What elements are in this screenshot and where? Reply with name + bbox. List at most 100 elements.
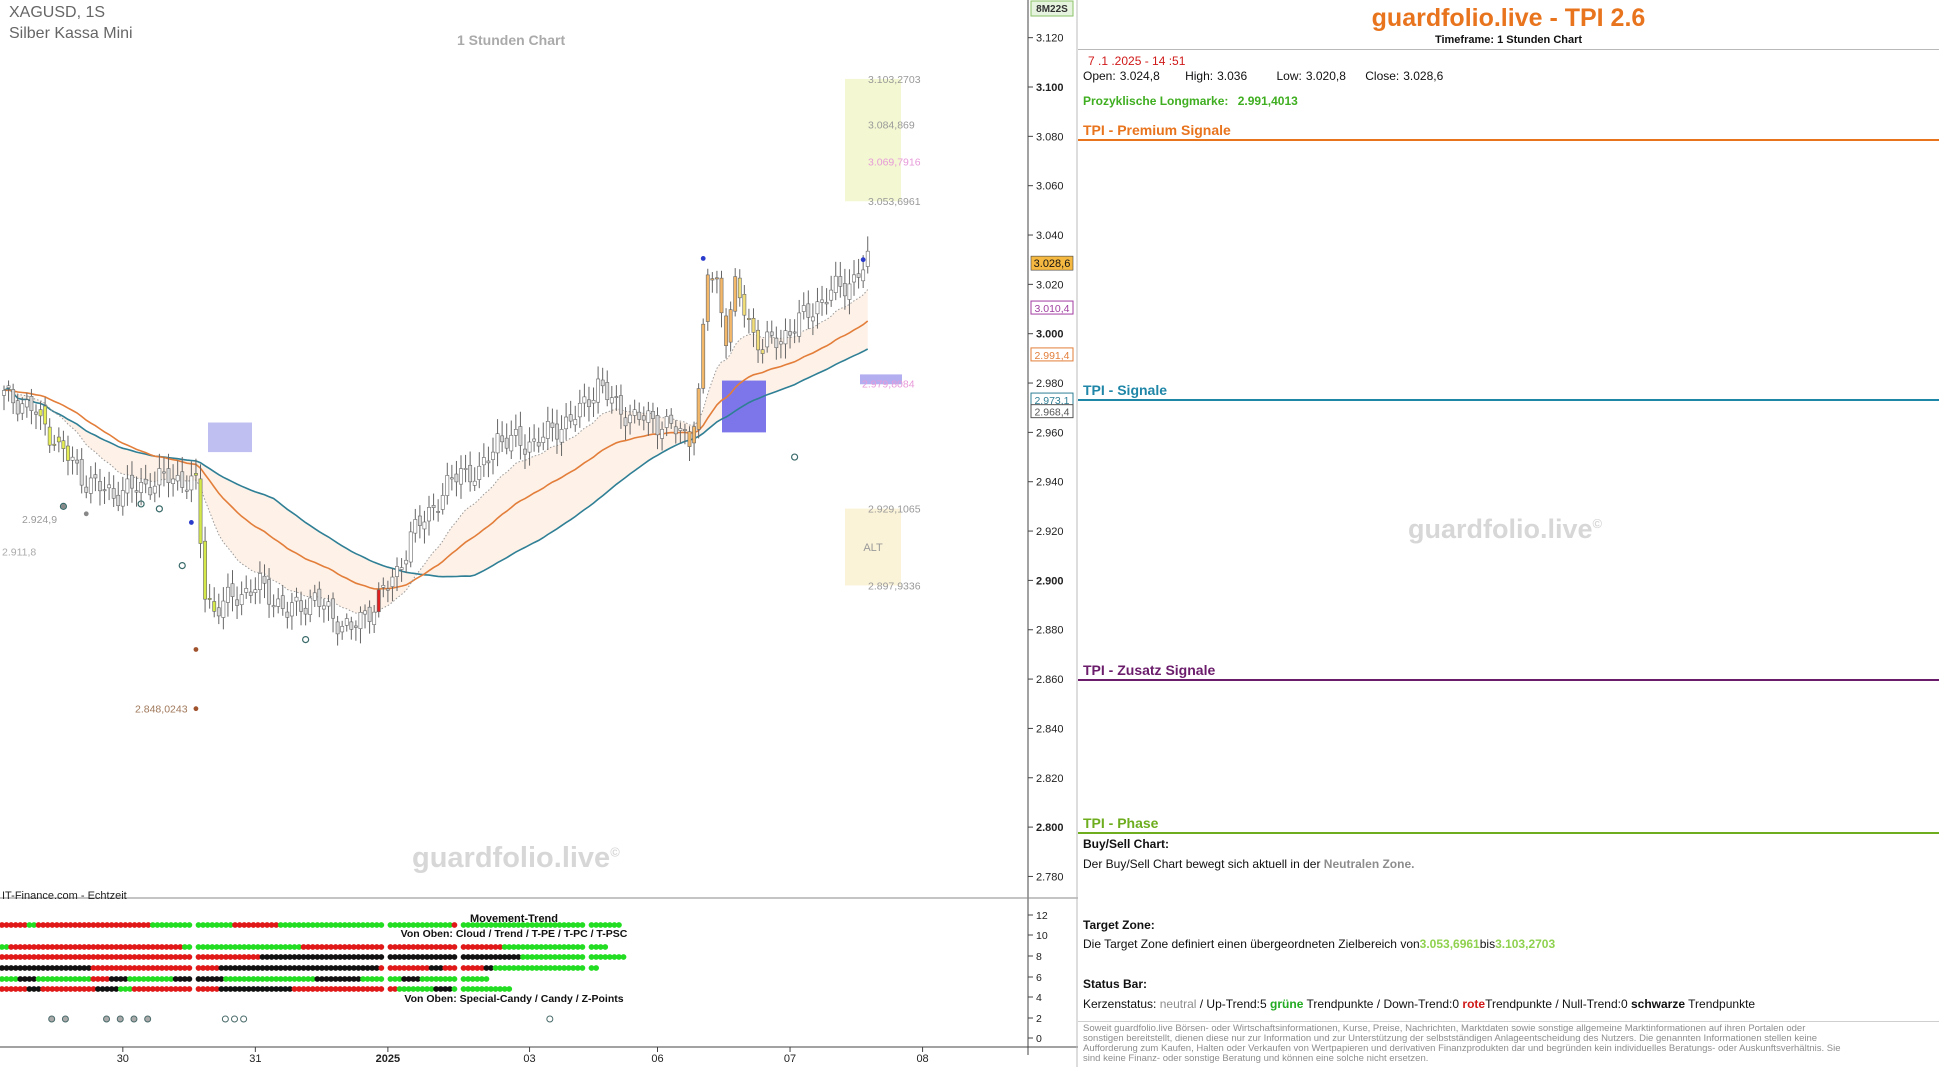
trend-dot (469, 922, 476, 928)
trend-dot (451, 922, 458, 928)
trend-dot (213, 986, 220, 992)
trend-dot (378, 922, 385, 928)
trend-dot (8, 976, 15, 982)
trend-dot (85, 944, 92, 950)
null-count: 0 (1620, 997, 1628, 1011)
trend-dot (561, 944, 568, 950)
trend-dot (424, 986, 430, 992)
buy-sell-zone: Neutralen Zone. (1323, 857, 1415, 871)
trend-dot (387, 922, 394, 928)
trend-dot (446, 965, 453, 971)
trend-dot (53, 976, 60, 982)
candle-body (568, 414, 573, 422)
ma-long-line (3, 348, 869, 578)
trend-dot (410, 976, 417, 982)
trend-dot (538, 922, 545, 928)
trend-dot (478, 976, 485, 982)
candle-body (417, 515, 422, 526)
trend-dot (204, 954, 211, 960)
trend-dot (145, 965, 152, 971)
trend-dot (223, 976, 229, 982)
trend-dot (172, 965, 179, 971)
trend-dot (414, 976, 421, 982)
trend-dot (350, 922, 357, 928)
trend-dot (218, 965, 225, 971)
trend-dot (58, 965, 65, 971)
z-point-marker (103, 1015, 111, 1023)
price-tick-label: 3.000 (1036, 329, 1064, 341)
signal-dot (188, 520, 194, 525)
candle-body (43, 405, 48, 425)
trend-dot (328, 965, 334, 971)
trend-dot (250, 944, 257, 950)
trend-dot (437, 954, 444, 960)
kerzen-value: neutral (1159, 997, 1197, 1011)
price-tick-label: 2.980 (1036, 378, 1064, 390)
candle-body (98, 481, 102, 492)
trend-dot (8, 965, 15, 971)
trend-dot (332, 986, 339, 992)
trend-dot (277, 976, 284, 982)
alt-zone-value: 2.897,9336 (868, 580, 921, 592)
candle-body (655, 415, 660, 436)
trend-dot (515, 965, 522, 971)
trend-dot (547, 965, 554, 971)
trend-dot (446, 944, 453, 950)
candle-body (11, 389, 16, 404)
trend-dot (122, 965, 129, 971)
trend-dot (565, 954, 572, 960)
trend-dot (296, 944, 302, 950)
trend-dot (355, 976, 362, 982)
trend-dot (305, 986, 312, 992)
trend-dot (282, 965, 289, 971)
trend-dot (574, 922, 581, 928)
trend-dot (350, 965, 357, 971)
trend-dot (396, 986, 403, 992)
candle-body (856, 273, 861, 278)
trend-dot (85, 986, 92, 992)
trend-dot (437, 944, 444, 950)
trend-dot (264, 922, 270, 928)
trend-dot (213, 922, 220, 928)
trend-dot (172, 954, 179, 960)
trend-dot (95, 944, 101, 950)
candle-body (294, 596, 299, 602)
candle-body (66, 445, 70, 461)
trend-dot (177, 944, 184, 950)
trend-dot (593, 922, 599, 928)
trend-dot (136, 954, 143, 960)
main-chart[interactable]: ALT 3.120 3.100 3.080 3.060 3.040 3.020 3.000 2… (0, 0, 1078, 1067)
candle-body (440, 495, 445, 510)
candle-body (143, 478, 148, 485)
candle-body (413, 519, 418, 534)
candle-body (481, 457, 486, 466)
trend-dot (579, 944, 586, 950)
target-zone-value: 3.103,2703 (868, 74, 921, 86)
trend-dot (405, 965, 412, 971)
trend-dot (250, 965, 257, 971)
trend-dot (200, 922, 206, 928)
trend-dot (533, 944, 540, 950)
phase-rule (1078, 832, 1939, 834)
candle-body (449, 477, 454, 480)
trend-dot (44, 954, 51, 960)
trend-dot (223, 965, 229, 971)
trend-dot (181, 986, 188, 992)
trend-dot (579, 954, 586, 960)
trend-dot (405, 944, 412, 950)
trend-dot (314, 965, 321, 971)
signal-dot (860, 257, 866, 263)
level-label: 2.924,9 (22, 514, 57, 526)
trend-dot (542, 922, 549, 928)
trend-dot (364, 976, 371, 982)
trend-dot (113, 986, 120, 992)
trend-dot (465, 986, 472, 992)
trend-dot (227, 922, 234, 928)
trend-dot (3, 954, 10, 960)
trend-dot (401, 965, 408, 971)
trend-dot (561, 922, 568, 928)
trend-dot (172, 922, 179, 928)
trend-dot (40, 986, 47, 992)
buy-sell-text-row: Der Buy/Sell Chart bewegt sich aktuell i… (1083, 857, 1414, 871)
trend-dot (250, 922, 257, 928)
